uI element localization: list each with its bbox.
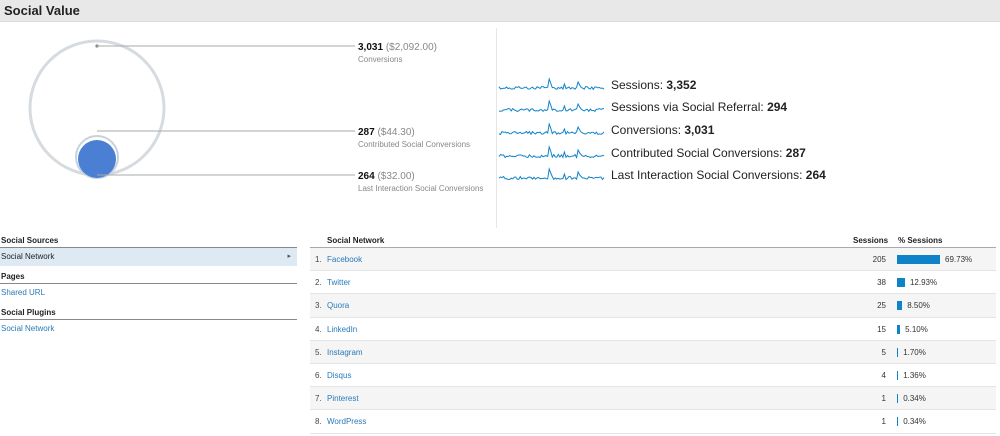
column-header-network[interactable]: Social Network (327, 236, 385, 245)
sparkline-label: Contributed Social Conversions: 287 (611, 146, 806, 160)
row-sessions: 205 (872, 255, 886, 264)
sparkline-label: Sessions: 3,352 (611, 78, 697, 92)
sparkline-trend (498, 167, 605, 181)
row-sessions-bar (897, 324, 901, 334)
page-title: Social Value (4, 3, 80, 18)
sparkline-chart (498, 77, 605, 91)
table-row: 6. Disqus 4 1.36% (310, 364, 996, 388)
column-header-sessions[interactable]: Sessions (853, 236, 889, 245)
nav-item-shared-url[interactable]: Shared URL (1, 288, 46, 297)
table-row: 3. Quora 25 8.50% (310, 294, 996, 318)
table-row: 5. Instagram 5 1.70% (310, 340, 996, 364)
table-row: 8. WordPress 1 0.34% (310, 410, 996, 434)
table-row: 1. Facebook 205 69.73% (310, 248, 996, 272)
sparkline-value: 264 (805, 168, 826, 182)
metric-label: Last Interaction Social Conversions (358, 184, 484, 193)
row-sessions-bar (897, 255, 940, 264)
metric-conversions: 3,031 ($2,092.00) Conversions (358, 42, 437, 65)
sparkline-label: Sessions via Social Referral: 294 (611, 100, 788, 114)
row-index: 2. (315, 278, 322, 288)
metric-value: 3,031 (358, 42, 384, 53)
table-row: 7. Pinterest 1 0.34% (310, 387, 996, 411)
nav-heading-social-plugins: Social Plugins (0, 308, 297, 320)
row-network-link[interactable]: Pinterest (327, 394, 359, 404)
metric-contributed-social-conversions: 287 ($44.30) Contributed Social Conversi… (358, 127, 470, 150)
sparkline-trend (498, 99, 605, 113)
sparkline-value: 3,352 (666, 78, 697, 92)
row-sessions-bar (897, 370, 899, 380)
metric-money: ($2,092.00) (385, 42, 437, 53)
table-row: 2. Twitter 38 12.93% (310, 271, 996, 295)
metric-value: 287 (358, 127, 375, 138)
row-index: 1. (315, 255, 322, 264)
metric-label: Contributed Social Conversions (358, 140, 471, 149)
row-sessions-bar (897, 394, 899, 404)
social-network-table: Social Network Sessions % Sessions 1. Fac… (310, 236, 996, 434)
metric-money: ($44.30) (377, 127, 415, 138)
nav-item-label: Social Network (1, 252, 55, 261)
sparkline-trend (498, 77, 605, 91)
conversion-circles (28, 39, 355, 179)
row-sessions: 15 (877, 324, 886, 334)
row-network-link[interactable]: LinkedIn (327, 324, 358, 334)
row-index: 4. (315, 324, 322, 334)
row-pct-sessions: 12.93% (909, 278, 938, 288)
row-sessions-bar (897, 278, 905, 288)
row-sessions-bar (897, 417, 899, 427)
row-pct-sessions: 5.10% (905, 324, 928, 334)
sparkline-chart (498, 167, 605, 181)
metric-label: Conversions (358, 55, 403, 64)
row-network-link[interactable]: WordPress (327, 417, 367, 427)
column-header-pct-sessions[interactable]: % Sessions (898, 236, 943, 245)
nav-heading-pages: Pages (0, 272, 297, 284)
sparkline-value: 294 (767, 100, 788, 114)
nav-heading-social-sources: Social Sources (0, 236, 297, 248)
metric-value: 264 (358, 171, 375, 182)
sparkline-value: 287 (785, 146, 806, 160)
sparkline-chart (498, 122, 605, 136)
row-sessions-bar (897, 301, 903, 311)
chevron-right-icon: ▸ (287, 253, 291, 260)
row-network-link[interactable]: Disqus (327, 370, 352, 380)
sparkline-label: Last Interaction Social Conversions: 264 (611, 168, 826, 182)
vertical-divider (496, 28, 497, 228)
row-index: 3. (315, 301, 322, 311)
table-header: Social Network Sessions % Sessions (310, 236, 996, 248)
row-pct-sessions: 69.73% (945, 255, 973, 264)
row-network-link[interactable]: Facebook (327, 255, 363, 264)
row-pct-sessions: 8.50% (907, 301, 930, 311)
row-network-link[interactable]: Instagram (327, 347, 363, 357)
row-sessions: 38 (877, 278, 886, 288)
row-sessions: 5 (881, 347, 886, 357)
metric-last-interaction-social-conversions: 264 ($32.00) Last Interaction Social Con… (358, 171, 483, 194)
row-sessions: 1 (881, 417, 886, 427)
left-nav: Social Sources Social Network ▸ Pages Sh… (0, 236, 297, 338)
row-pct-sessions: 0.34% (903, 417, 926, 427)
row-network-link[interactable]: Quora (327, 301, 350, 311)
row-sessions: 1 (881, 394, 886, 404)
nav-item-plugins-social-network[interactable]: Social Network (1, 324, 55, 333)
nav-item-social-network[interactable]: Social Network ▸ (0, 248, 297, 266)
sparkline-chart (498, 145, 605, 159)
last-interaction-circle (78, 140, 116, 178)
row-index: 5. (315, 347, 322, 357)
sparkline-chart (498, 99, 605, 113)
row-index: 8. (315, 417, 322, 427)
row-network-link[interactable]: Twitter (327, 278, 351, 288)
row-pct-sessions: 1.70% (903, 347, 926, 357)
sparkline-trend (498, 145, 605, 159)
row-index: 6. (315, 370, 322, 380)
header-bar: Social Value (0, 0, 1000, 22)
row-sessions: 25 (877, 301, 886, 311)
row-pct-sessions: 0.34% (903, 394, 926, 404)
metric-money: ($32.00) (377, 171, 415, 182)
sparkline-trend (498, 122, 605, 136)
sparkline-label: Conversions: 3,031 (611, 123, 715, 137)
row-index: 7. (315, 394, 322, 404)
row-sessions: 4 (881, 370, 886, 380)
row-pct-sessions: 1.36% (903, 370, 926, 380)
row-sessions-bar (897, 347, 899, 357)
table-row: 4. LinkedIn 15 5.10% (310, 318, 996, 341)
sparkline-value: 3,031 (684, 123, 715, 137)
